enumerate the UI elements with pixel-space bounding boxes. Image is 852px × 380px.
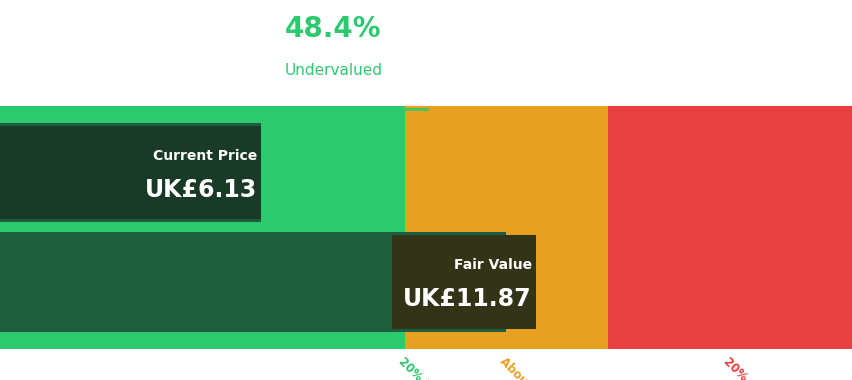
Text: UK£11.87: UK£11.87 [403,287,532,311]
Bar [405,106,607,349]
Bar [0,106,405,349]
Bar [0,232,506,332]
Text: About Right: About Right [497,355,561,380]
Text: Fair Value: Fair Value [453,258,532,272]
Bar [0,123,262,222]
Bar [0,126,262,219]
Text: UK£6.13: UK£6.13 [145,178,257,202]
Text: Current Price: Current Price [153,149,257,163]
Text: 48.4%: 48.4% [285,16,381,43]
Bar [392,235,535,329]
Bar [607,106,852,349]
Text: Undervalued: Undervalued [284,63,382,78]
Text: 20% Overvalued: 20% Overvalued [720,355,806,380]
Text: 20% Undervalued: 20% Undervalued [395,355,486,380]
